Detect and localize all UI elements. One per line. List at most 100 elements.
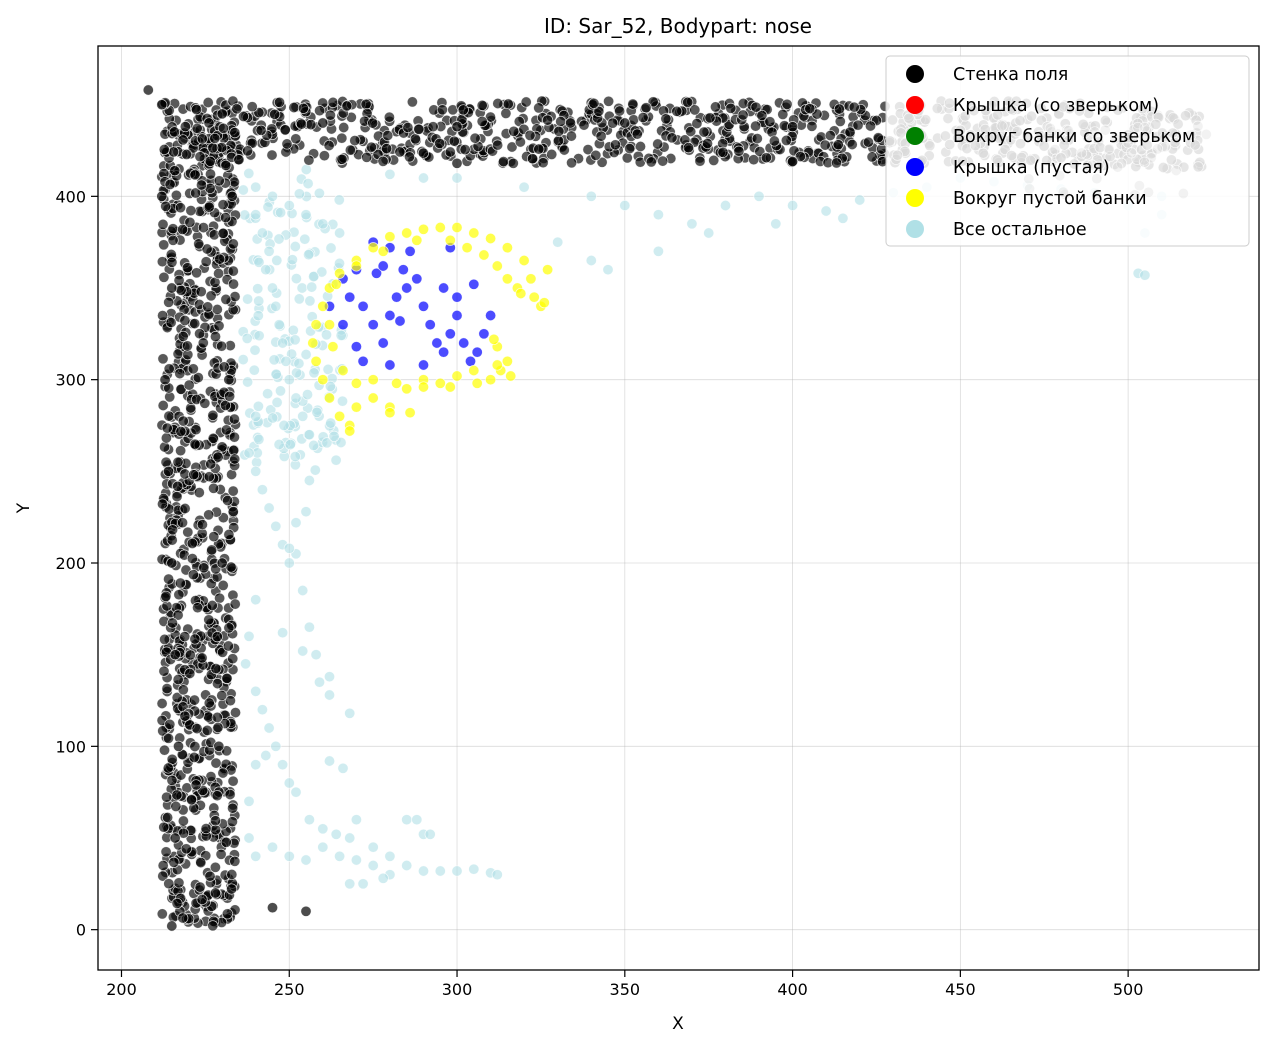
- point-series-5: [290, 273, 302, 285]
- point-series-5: [313, 676, 326, 688]
- point-series-5: [322, 363, 334, 375]
- point-series-0: [169, 832, 181, 844]
- legend-marker: [906, 96, 924, 114]
- point-series-5: [308, 271, 320, 283]
- point-series-5: [468, 863, 480, 875]
- point-series-5: [321, 437, 333, 449]
- point-series-3: [417, 300, 430, 312]
- point-series-0: [216, 689, 228, 702]
- point-series-0: [381, 143, 393, 155]
- point-series-0: [156, 908, 168, 920]
- point-series-5: [283, 557, 295, 569]
- point-series-5: [652, 245, 664, 257]
- point-series-5: [250, 594, 262, 606]
- point-series-0: [553, 125, 565, 137]
- point-series-5: [344, 878, 356, 890]
- point-series-0: [409, 133, 421, 145]
- point-series-5: [239, 209, 251, 221]
- point-series-0: [188, 751, 200, 763]
- point-series-0: [173, 274, 185, 286]
- legend-label: Крышка (со зверьком): [953, 96, 1159, 116]
- point-series-5: [518, 181, 530, 193]
- x-tick-label: 250: [274, 980, 305, 999]
- point-series-0: [640, 102, 652, 114]
- point-series-0: [207, 432, 219, 444]
- point-series-0: [204, 168, 217, 180]
- point-series-0: [160, 456, 172, 468]
- point-series-0: [526, 153, 539, 165]
- legend-marker: [906, 220, 924, 238]
- point-series-0: [833, 103, 845, 115]
- point-series-0: [427, 121, 439, 133]
- point-series-0: [459, 144, 471, 156]
- point-series-0: [188, 694, 201, 706]
- point-series-0: [524, 129, 536, 141]
- point-series-0: [733, 145, 745, 157]
- point-series-0: [266, 149, 278, 161]
- point-series-5: [283, 850, 295, 862]
- point-series-0: [206, 544, 218, 556]
- point-series-0: [246, 101, 258, 113]
- point-series-4: [478, 249, 490, 261]
- point-series-0: [177, 415, 189, 427]
- point-series-0: [819, 139, 831, 151]
- point-series-0: [216, 557, 228, 569]
- point-series-0: [406, 96, 418, 108]
- point-series-0: [222, 640, 234, 652]
- point-series-0: [196, 652, 208, 664]
- point-series-0: [217, 122, 229, 134]
- point-series-5: [270, 368, 282, 380]
- point-series-0: [211, 678, 224, 690]
- point-series-3: [411, 273, 423, 285]
- point-series-0: [533, 143, 545, 155]
- point-series-4: [310, 355, 322, 367]
- point-series-5: [252, 283, 264, 295]
- point-series-4: [367, 242, 379, 254]
- legend: Стенка поля Крышка (со зверьком) Вокруг ба…: [885, 55, 1250, 247]
- point-series-0: [221, 908, 233, 920]
- point-series-0: [161, 683, 173, 695]
- point-series-5: [270, 740, 282, 752]
- point-series-0: [189, 438, 201, 450]
- point-series-0: [209, 815, 222, 827]
- point-series-5: [243, 447, 255, 459]
- point-series-5: [619, 199, 631, 212]
- point-series-5: [267, 412, 279, 424]
- point-series-5: [243, 832, 255, 844]
- point-series-0: [166, 617, 179, 629]
- point-series-0: [157, 399, 169, 412]
- point-series-0: [198, 562, 210, 574]
- point-series-0: [303, 154, 315, 166]
- point-series-0: [218, 361, 230, 373]
- point-series-0: [830, 157, 843, 169]
- point-series-0: [555, 115, 567, 128]
- point-series-5: [350, 854, 362, 866]
- point-series-0: [197, 222, 210, 234]
- point-series-0: [158, 744, 171, 756]
- point-series-5: [451, 865, 463, 877]
- point-series-3: [424, 319, 436, 331]
- point-series-0: [202, 96, 214, 109]
- point-series-0: [300, 905, 312, 917]
- point-series-3: [438, 346, 450, 358]
- point-series-0: [689, 104, 701, 116]
- point-series-0: [660, 113, 672, 125]
- point-series-0: [698, 126, 710, 138]
- point-series-0: [634, 140, 647, 153]
- point-series-0: [685, 125, 697, 138]
- point-series-0: [794, 150, 806, 163]
- point-series-4: [461, 242, 473, 254]
- point-series-0: [203, 117, 215, 129]
- point-series-4: [323, 319, 336, 331]
- point-series-0: [211, 631, 223, 643]
- point-series-0: [158, 239, 170, 251]
- point-series-5: [317, 218, 329, 230]
- point-series-5: [273, 233, 285, 245]
- point-series-5: [333, 257, 346, 269]
- point-series-0: [627, 98, 639, 110]
- point-series-0: [172, 480, 184, 492]
- point-series-4: [434, 377, 446, 389]
- point-series-0: [156, 256, 168, 268]
- point-series-0: [227, 278, 240, 290]
- point-series-5: [585, 190, 597, 202]
